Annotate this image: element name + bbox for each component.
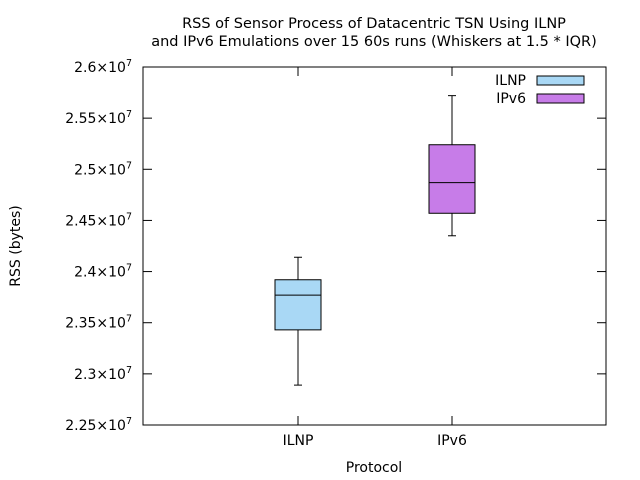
chart-title-line: RSS of Sensor Process of Datacentric TSN… [182, 16, 566, 32]
y-tick-label: 2.25×107 [65, 416, 132, 434]
y-tick-base: 10 [108, 213, 126, 229]
y-tick-label: 2.4×107 [74, 263, 132, 281]
y-tick-base: 10 [108, 60, 126, 76]
y-axis-label: RSS (bytes) [8, 205, 24, 286]
y-tick-times: × [96, 316, 108, 332]
legend-swatch [536, 75, 585, 86]
y-tick-mantissa: 2.35 [65, 316, 96, 332]
y-tick-base: 10 [108, 367, 126, 383]
x-axis: ILNP IPv6 [283, 67, 467, 449]
legend-label: IPv6 [496, 91, 526, 107]
y-tick-base: 10 [108, 162, 126, 178]
y-tick-exponent: 7 [126, 314, 132, 325]
box-iqr [428, 144, 476, 214]
y-tick-exponent: 7 [126, 416, 132, 427]
y-tick-exponent: 7 [126, 211, 132, 222]
y-tick-times: × [96, 60, 108, 76]
y-tick-exponent: 7 [126, 160, 132, 171]
y-tick-times: × [96, 367, 108, 383]
y-tick-exponent: 7 [126, 58, 132, 69]
y-tick-label: 2.6×107 [74, 58, 132, 76]
x-tick-label: IPv6 [437, 433, 467, 449]
y-tick-times: × [96, 265, 108, 281]
y-tick-mantissa: 2.55 [65, 111, 96, 127]
chart-title-line: and IPv6 Emulations over 15 60s runs (Wh… [151, 34, 597, 50]
y-tick-base: 10 [108, 418, 126, 434]
y-tick-label: 2.45×107 [65, 211, 132, 229]
y-tick-times: × [96, 418, 108, 434]
y-tick-times: × [96, 213, 108, 229]
y-tick-exponent: 7 [126, 263, 132, 274]
y-axis: 2.25×1072.3×1072.35×1072.4×1072.45×1072.… [65, 58, 606, 434]
y-tick-mantissa: 2.25 [65, 418, 96, 434]
legend-label: ILNP [495, 73, 526, 89]
y-tick-base: 10 [108, 111, 126, 127]
plot-border [142, 66, 607, 426]
y-tick-base: 10 [108, 316, 126, 332]
box-ilnp [274, 256, 322, 386]
y-tick-label: 2.5×107 [74, 160, 132, 178]
y-tick-times: × [96, 111, 108, 127]
plot-area [142, 66, 607, 426]
box-series [274, 95, 476, 386]
y-tick-mantissa: 2.3 [74, 367, 96, 383]
legend: ILNP IPv6 [495, 73, 585, 107]
x-tick-label: ILNP [283, 433, 314, 449]
y-tick-mantissa: 2.5 [74, 162, 96, 178]
y-tick-exponent: 7 [126, 109, 132, 120]
box-ipv6 [428, 95, 476, 237]
y-tick-base: 10 [108, 265, 126, 281]
y-tick-times: × [96, 162, 108, 178]
y-tick-mantissa: 2.4 [74, 265, 96, 281]
y-tick-exponent: 7 [126, 365, 132, 376]
y-tick-label: 2.3×107 [74, 365, 132, 383]
y-tick-label: 2.35×107 [65, 314, 132, 332]
legend-swatch [536, 93, 585, 104]
box-iqr [274, 279, 322, 331]
x-axis-label: Protocol [346, 460, 402, 476]
y-tick-mantissa: 2.45 [65, 213, 96, 229]
y-tick-label: 2.55×107 [65, 109, 132, 127]
y-tick-mantissa: 2.6 [74, 60, 96, 76]
chart-title: RSS of Sensor Process of Datacentric TSN… [151, 16, 597, 50]
